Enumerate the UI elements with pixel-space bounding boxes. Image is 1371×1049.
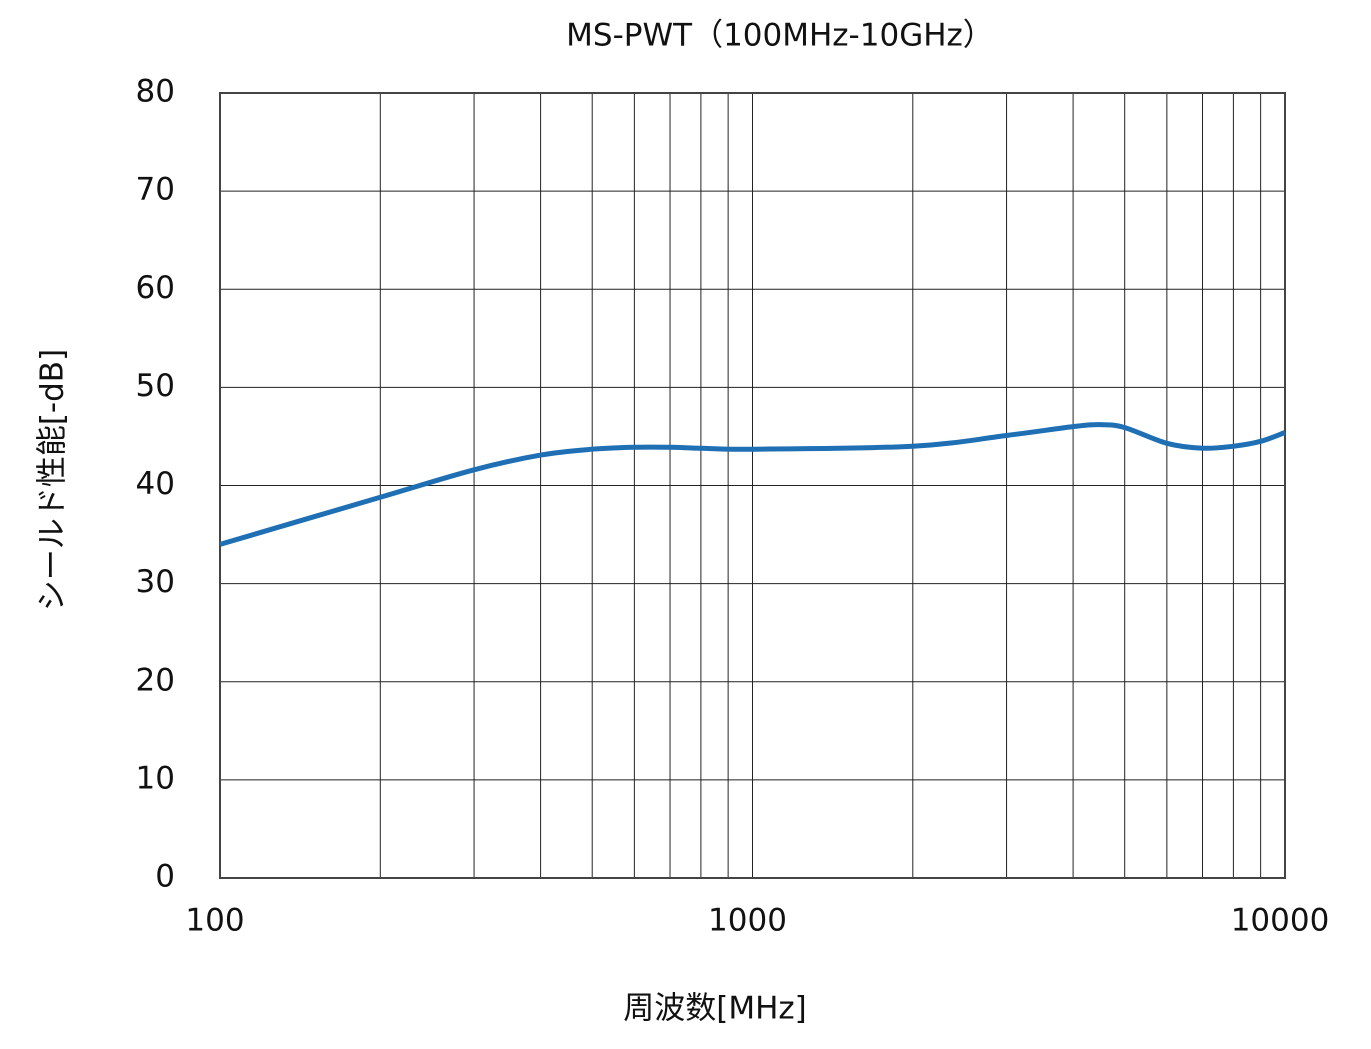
y-tick-label: 80 (136, 74, 175, 110)
data-line (219, 422, 1286, 547)
y-tick-label: 0 (155, 859, 175, 895)
x-axis-label: 周波数[MHz] (623, 991, 807, 1027)
y-tick-label: 20 (136, 662, 175, 698)
y-tick-label: 10 (136, 760, 175, 796)
y-tick-label: 30 (136, 564, 175, 600)
y-axis-label: シールド性能[-dB] (35, 349, 71, 611)
y-tick-label: 70 (136, 172, 175, 208)
y-tick-label: 40 (136, 466, 175, 502)
y-tick-label: 60 (136, 270, 175, 306)
x-tick-label: 10000 (1231, 903, 1330, 939)
x-tick-label: 100 (185, 903, 244, 939)
y-tick-label: 50 (136, 368, 175, 404)
chart-title: MS-PWT（100MHz-10GHz） (566, 18, 994, 54)
plot-frame (219, 92, 1286, 879)
x-tick-label: 1000 (708, 903, 787, 939)
